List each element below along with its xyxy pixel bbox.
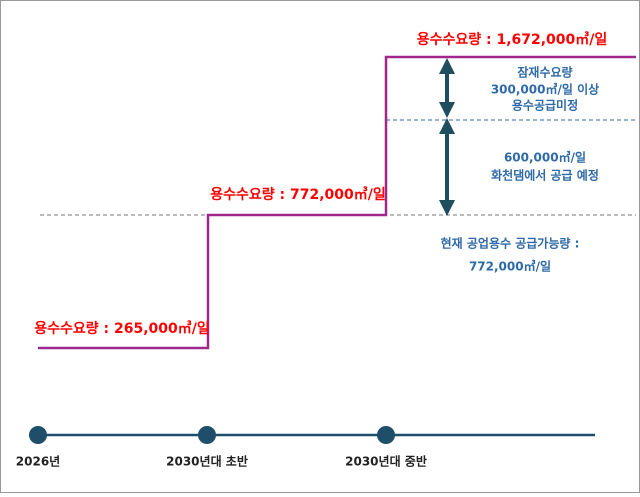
demand-label: 용수수요량 : 772,000㎥/일	[210, 186, 386, 203]
timeline-point	[198, 426, 216, 444]
demand-step	[38, 55, 636, 350]
annotation: 772,000㎥/일	[469, 259, 551, 274]
timeline-label: 2030년대 중반	[345, 454, 427, 469]
timeline-point	[377, 426, 395, 444]
annotation: 현재 공업용수 공급가능량 :	[441, 236, 580, 251]
demand-label: 용수수요량 : 1,672,000㎥/일	[417, 31, 608, 48]
annotation: 600,000㎥/일	[504, 150, 586, 165]
annotation: 300,000㎥/일 이상	[491, 82, 599, 97]
demand-label: 용수수요량 : 265,000㎥/일	[34, 320, 210, 337]
annotation: 잠재수요량	[517, 65, 572, 80]
timeline-point	[29, 426, 47, 444]
timeline-label: 2030년대 초반	[166, 454, 248, 469]
timeline-label: 2026년	[16, 455, 60, 469]
annotation: 화천댐에서 공급 예정	[491, 168, 599, 183]
annotation: 용수공급미정	[512, 98, 578, 113]
